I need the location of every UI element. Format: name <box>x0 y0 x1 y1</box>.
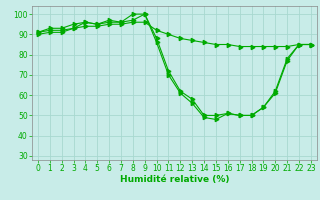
X-axis label: Humidité relative (%): Humidité relative (%) <box>120 175 229 184</box>
